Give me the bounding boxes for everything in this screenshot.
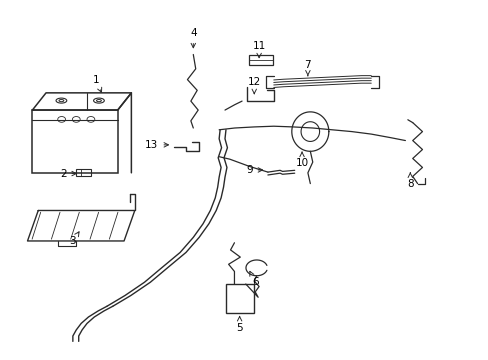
Text: 2: 2 (60, 168, 76, 179)
Text: 12: 12 (247, 77, 260, 94)
Text: 10: 10 (295, 152, 308, 168)
Text: 8: 8 (406, 173, 413, 189)
Text: 6: 6 (249, 271, 258, 287)
Bar (249, 55, 272, 65)
Text: 7: 7 (304, 60, 310, 76)
Text: 13: 13 (145, 140, 168, 150)
Text: 5: 5 (236, 316, 243, 333)
Text: 9: 9 (245, 165, 262, 175)
Text: 4: 4 (190, 28, 196, 48)
Text: 3: 3 (69, 232, 79, 246)
Bar (76, 169, 91, 176)
Bar (225, 284, 254, 313)
Text: 11: 11 (252, 41, 265, 58)
Text: 1: 1 (92, 75, 102, 92)
Bar (32, 110, 118, 173)
